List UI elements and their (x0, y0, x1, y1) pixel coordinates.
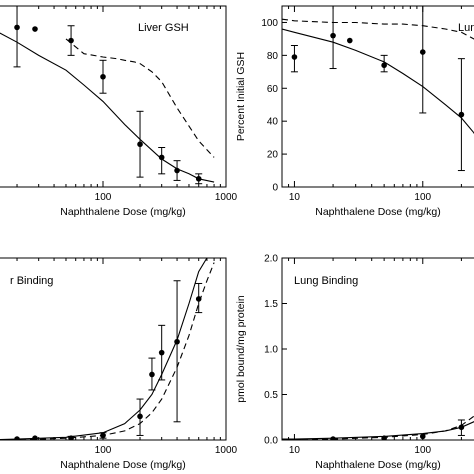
model-curve-solid (0, 258, 208, 440)
marks (282, 6, 474, 172)
data-point (381, 62, 387, 69)
x-axis-label: Naphthalene Dose (mg/kg) (315, 459, 440, 471)
model-curve-solid (282, 420, 474, 440)
y-axis-label: pmol bound/mg protein (235, 295, 247, 403)
x-axis-label: Naphthalene Dose (mg/kg) (60, 206, 185, 218)
data-point (195, 175, 202, 182)
x-tick-label: 100 (95, 192, 112, 203)
data-point (381, 435, 387, 440)
data-point (14, 436, 20, 440)
data-point (149, 371, 155, 378)
data-point (68, 435, 74, 440)
data-point (68, 37, 74, 44)
x-tick-label: 100 (95, 445, 112, 456)
marks (282, 415, 474, 440)
data-point (291, 54, 298, 60)
model-curve-dashed (282, 18, 474, 40)
y-tick-label: 40 (267, 117, 279, 128)
data-point (174, 167, 180, 174)
x-axis-label: Naphthalene Dose (mg/kg) (315, 206, 440, 218)
x-tick-label: 1000 (215, 445, 238, 456)
model-curve-dashed (0, 262, 215, 440)
x-axis-label: Naphthalene Dose (mg/kg) (60, 459, 185, 471)
y-tick-label: 20 (267, 150, 279, 161)
y-tick-label: 0.0 (264, 436, 278, 447)
x-tick-label: 1000 (215, 192, 238, 203)
data-point (346, 37, 353, 44)
data-point (32, 435, 38, 440)
y-tick-label: 0.5 (264, 390, 278, 401)
data-point (137, 413, 143, 420)
data-point (158, 349, 165, 356)
y-tick-label: 1.5 (264, 299, 278, 310)
x-tick-label: 10 (289, 445, 301, 456)
data-point (330, 436, 336, 440)
chart-panel-3: 100 1000 Naphthalene Dose (mg/kg) r Binding (0, 257, 238, 471)
plot-frame (281, 5, 474, 188)
panel-title: Liver GSH (138, 22, 189, 34)
data-point (195, 296, 202, 302)
panel-title: Lung Binding (294, 275, 358, 287)
marks (0, 6, 215, 185)
data-point (137, 141, 143, 148)
model-curve-dashed (65, 38, 215, 158)
x-tick-label: 10 (289, 192, 301, 203)
data-point (458, 111, 465, 118)
y-tick-label: 100 (261, 18, 278, 29)
panel-title: Lun (458, 22, 474, 34)
chart-panel-2: 10 100 0 20 40 60 80 100 Naphthalene Dose (mg/kg… (235, 5, 474, 218)
panel-title: r Binding (10, 275, 53, 287)
data-point (458, 424, 465, 431)
model-curve-solid (282, 28, 474, 135)
x-tick-label: 100 (414, 445, 431, 456)
data-point (330, 32, 336, 39)
chart-panel-4: 10 100 0.0 0.5 1.0 1.5 2.0 Naphthalene Dose (mg… (235, 254, 474, 471)
data-point (419, 49, 426, 55)
chart-panel-1: 100 1000 Naphthalene Dose (mg/kg) Liver GSH (0, 5, 238, 218)
plot-frame (0, 5, 227, 188)
model-curve-dashed (282, 415, 474, 440)
data-point (14, 24, 20, 31)
x-tick-label: 100 (414, 192, 431, 203)
model-curve-solid (0, 32, 215, 183)
data-point (100, 73, 106, 80)
y-tick-label: 60 (267, 84, 279, 95)
y-tick-label: 1.0 (264, 345, 278, 356)
y-tick-label: 80 (267, 51, 279, 62)
y-tick-label: 0 (272, 183, 278, 194)
data-point (158, 154, 165, 161)
data-point (32, 26, 38, 32)
marks (0, 258, 215, 440)
data-point (100, 432, 106, 439)
data-point (419, 433, 426, 440)
y-axis-label: Percent Initial GSH (235, 52, 247, 141)
y-tick-label: 2.0 (264, 254, 278, 265)
data-point (174, 338, 180, 345)
